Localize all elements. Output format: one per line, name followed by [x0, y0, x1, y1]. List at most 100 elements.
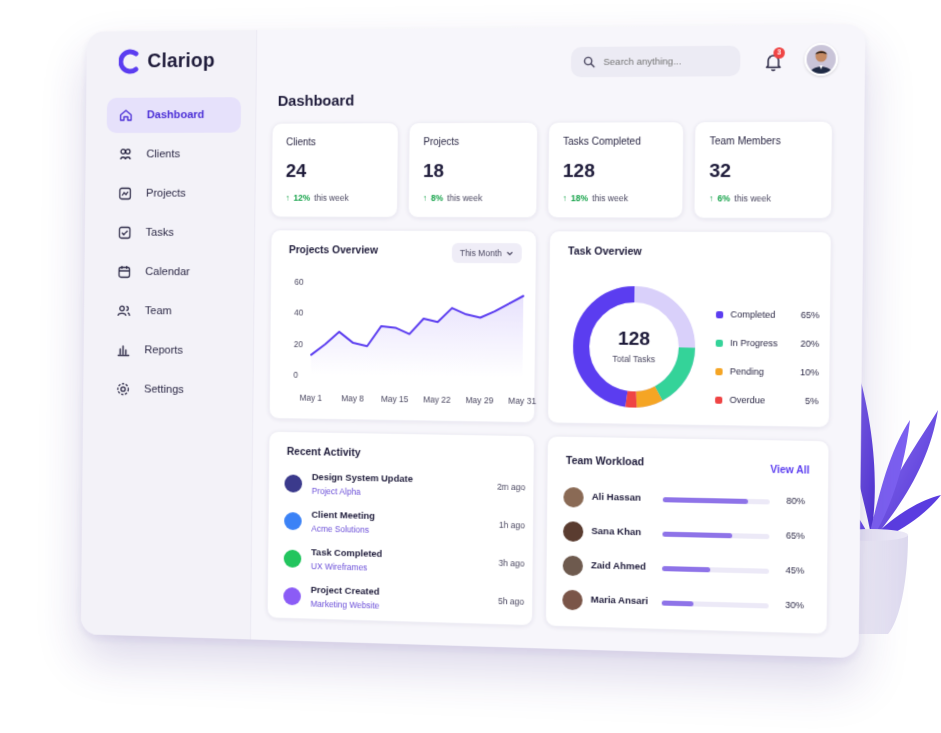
stat-value: 128: [563, 161, 595, 183]
activity-avatar-icon: [284, 512, 302, 530]
stat-label: Projects: [423, 137, 459, 148]
sidebar-item-tasks[interactable]: Tasks: [106, 215, 240, 251]
member-name: Zaid Ahmed: [591, 560, 646, 572]
donut-center: 128 Total Tasks: [563, 328, 706, 365]
projects-icon: [117, 186, 132, 202]
workload-row[interactable]: Maria Ansari 30%: [562, 590, 823, 622]
sidebar: Clariop Dashboard Clients Projects Tas: [81, 30, 257, 639]
stat-label: Tasks Completed: [563, 137, 641, 148]
activity-item[interactable]: Client Meeting Acme Solutions 1h ago: [284, 509, 525, 546]
stat-card-tasks-completed[interactable]: Tasks Completed 128 ↑ 18% this week: [547, 121, 684, 218]
stat-card-clients[interactable]: Clients 24 ↑ 12% this week: [271, 122, 399, 218]
recent-activity-title: Recent Activity: [287, 446, 361, 459]
workload-percent: 80%: [786, 496, 805, 507]
search-input[interactable]: [603, 55, 726, 67]
member-avatar: [562, 590, 582, 611]
legend-label: Overdue: [729, 395, 765, 406]
clients-icon: [118, 147, 133, 163]
projects-overview-card: Projects Overview This Month 60 40 20 0 May …: [269, 229, 537, 423]
brand-name: Clariop: [147, 50, 215, 73]
home-icon: [118, 108, 133, 124]
stat-delta-period: this week: [314, 193, 349, 203]
brand: Clariop: [119, 48, 215, 74]
stat-card-projects[interactable]: Projects 18 ↑ 8% this week: [408, 122, 538, 218]
member-avatar: [563, 555, 583, 576]
stat-delta: ↑ 18% this week: [562, 193, 628, 203]
workload-bar-fill: [662, 600, 694, 606]
user-avatar[interactable]: [804, 43, 838, 76]
y-tick-label: 40: [294, 308, 304, 318]
sidebar-item-dashboard[interactable]: Dashboard: [107, 97, 241, 133]
workload-bar-track: [662, 566, 769, 574]
arrow-up-icon: ↑: [423, 193, 427, 203]
sidebar-item-label: Projects: [146, 188, 186, 200]
legend-item-overdue: Overdue 5%: [715, 395, 819, 407]
workload-row[interactable]: Ali Hassan 80%: [563, 487, 824, 517]
workload-row[interactable]: Sana Khan 65%: [563, 521, 824, 551]
stat-delta: ↑ 12% this week: [285, 193, 348, 203]
stat-delta: ↑ 8% this week: [423, 193, 483, 203]
task-overview-title: Task Overview: [568, 245, 642, 257]
activity-subtitle: Marketing Website: [311, 599, 380, 611]
x-tick-label: May 29: [466, 395, 494, 406]
legend-label: In Progress: [730, 338, 778, 349]
sidebar-item-clients[interactable]: Clients: [106, 137, 240, 173]
legend-swatch: [716, 311, 723, 318]
activity-avatar-icon: [283, 587, 301, 605]
member-name: Sana Khan: [591, 526, 641, 538]
sidebar-item-label: Tasks: [146, 227, 174, 239]
workload-bar-fill: [663, 497, 748, 504]
stat-delta-value: 18%: [571, 193, 588, 203]
search-icon: [583, 56, 595, 68]
chart-area-fill: [311, 294, 523, 377]
sidebar-item-projects[interactable]: Projects: [106, 176, 240, 211]
search-bar[interactable]: [571, 46, 741, 78]
member-avatar: [563, 487, 583, 508]
stat-delta: ↑ 6% this week: [709, 193, 771, 203]
activity-title: Task Completed: [311, 547, 382, 560]
sidebar-item-calendar[interactable]: Calendar: [105, 254, 239, 290]
legend-item-pending: Pending 10%: [715, 366, 819, 377]
workload-percent: 30%: [785, 600, 804, 611]
activity-title: Design System Update: [312, 472, 413, 485]
legend-value: 10%: [800, 367, 819, 377]
sidebar-item-team[interactable]: Team: [105, 293, 239, 330]
legend-value: 5%: [805, 396, 819, 406]
sidebar-item-label: Reports: [144, 344, 183, 356]
activity-item[interactable]: Task Completed UX Wireframes 3h ago: [284, 547, 525, 585]
projects-line-chart: 6040200May 1 May 8 May 15 May 22 May 29 May 3…: [270, 230, 538, 424]
sidebar-item-label: Settings: [144, 384, 184, 396]
calendar-icon: [117, 264, 132, 280]
sidebar-item-settings[interactable]: Settings: [104, 371, 238, 408]
legend-swatch: [715, 396, 722, 403]
workload-bar-track: [663, 497, 770, 504]
activity-title: Client Meeting: [311, 510, 375, 522]
stat-value: 18: [423, 161, 444, 183]
activity-time: 3h ago: [498, 558, 524, 569]
activity-time: 2m ago: [497, 482, 525, 493]
team-workload-card: Team Workload View All Ali Hassan 80% Sa…: [545, 435, 830, 634]
workload-row[interactable]: Zaid Ahmed 45%: [563, 555, 824, 586]
sidebar-item-label: Calendar: [145, 266, 190, 278]
legend-value: 65%: [801, 310, 820, 320]
activity-avatar-icon: [284, 550, 302, 568]
y-tick-label: 20: [294, 339, 304, 349]
stat-delta-value: 6%: [717, 193, 730, 203]
activity-item[interactable]: Design System Update Project Alpha 2m ag…: [284, 472, 525, 509]
arrow-up-icon: ↑: [562, 193, 566, 203]
sidebar-item-reports[interactable]: Reports: [104, 332, 238, 369]
y-tick-label: 0: [293, 370, 298, 380]
x-tick-label: May 31: [508, 396, 536, 407]
activity-avatar-icon: [284, 474, 302, 492]
stat-delta-period: this week: [447, 193, 482, 203]
member-name: Ali Hassan: [592, 492, 641, 504]
sidebar-item-label: Clients: [146, 149, 180, 161]
activity-item[interactable]: Project Created Marketing Website 5h ago: [283, 584, 524, 623]
main-content: 3 Dashboard Clients 24 ↑ 12% this w: [251, 24, 865, 658]
stat-card-team-members[interactable]: Team Members 32 ↑ 6% this week: [693, 121, 833, 219]
x-tick-label: May 22: [423, 394, 451, 405]
reports-icon: [116, 342, 131, 358]
view-all-link[interactable]: View All: [770, 465, 809, 477]
task-overview-card: Task Overview 128 Total Tasks Completed …: [547, 230, 832, 428]
